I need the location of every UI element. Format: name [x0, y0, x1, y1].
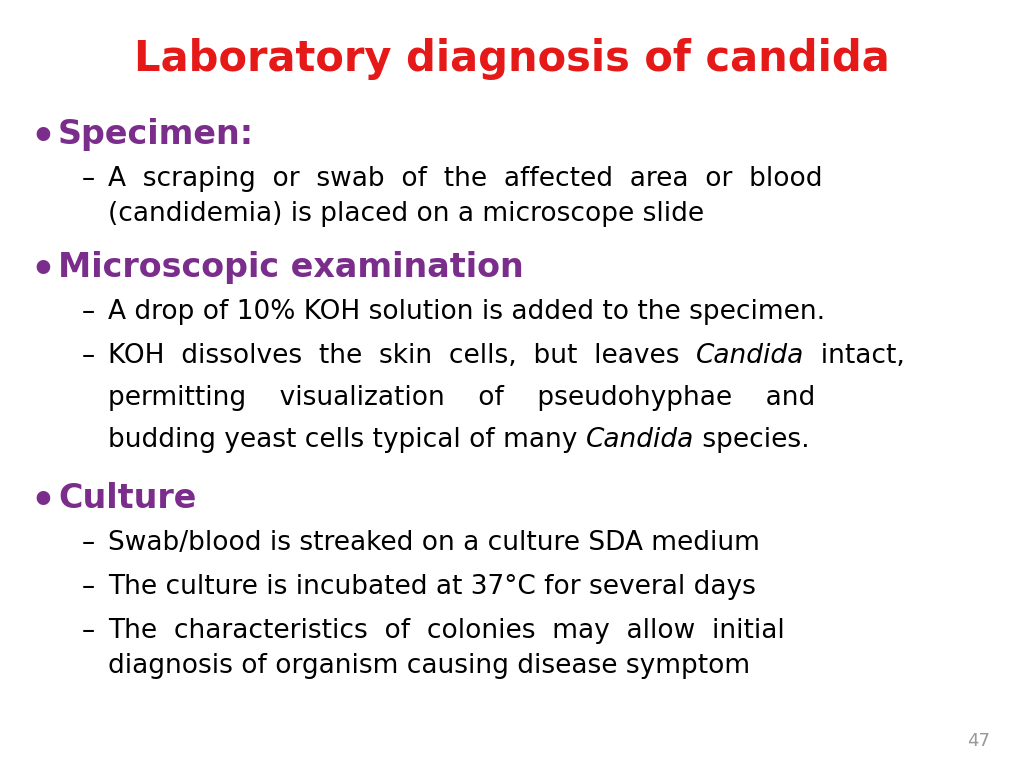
Text: –: –	[82, 299, 95, 325]
Text: •: •	[30, 251, 55, 289]
Text: Laboratory diagnosis of candida: Laboratory diagnosis of candida	[134, 38, 890, 80]
Text: –: –	[82, 343, 95, 369]
Text: budding yeast cells typical of many: budding yeast cells typical of many	[108, 427, 586, 453]
Text: Candida: Candida	[586, 427, 694, 453]
Text: –: –	[82, 574, 95, 600]
Text: A  scraping  or  swab  of  the  affected  area  or  blood
(candidemia) is placed: A scraping or swab of the affected area …	[108, 166, 822, 227]
Text: Swab/blood is streaked on a culture SDA medium: Swab/blood is streaked on a culture SDA …	[108, 530, 760, 556]
Text: Culture: Culture	[58, 482, 197, 515]
Text: •: •	[30, 482, 55, 520]
Text: Specimen:: Specimen:	[58, 118, 254, 151]
Text: •: •	[30, 118, 55, 156]
Text: species.: species.	[694, 427, 810, 453]
Text: The  characteristics  of  colonies  may  allow  initial
diagnosis of organism ca: The characteristics of colonies may allo…	[108, 618, 784, 679]
Text: KOH  dissolves  the  skin  cells,  but  leaves: KOH dissolves the skin cells, but leaves	[108, 343, 696, 369]
Text: A drop of 10% KOH solution is added to the specimen.: A drop of 10% KOH solution is added to t…	[108, 299, 825, 325]
Text: permitting    visualization    of    pseudohyphae    and: permitting visualization of pseudohyphae…	[108, 385, 815, 411]
Text: The culture is incubated at 37°C for several days: The culture is incubated at 37°C for sev…	[108, 574, 756, 600]
Text: 47: 47	[967, 732, 990, 750]
Text: –: –	[82, 618, 95, 644]
Text: Microscopic examination: Microscopic examination	[58, 251, 523, 284]
Text: –: –	[82, 530, 95, 556]
Text: –: –	[82, 166, 95, 192]
Text: Candida: Candida	[696, 343, 805, 369]
Text: intact,: intact,	[805, 343, 905, 369]
